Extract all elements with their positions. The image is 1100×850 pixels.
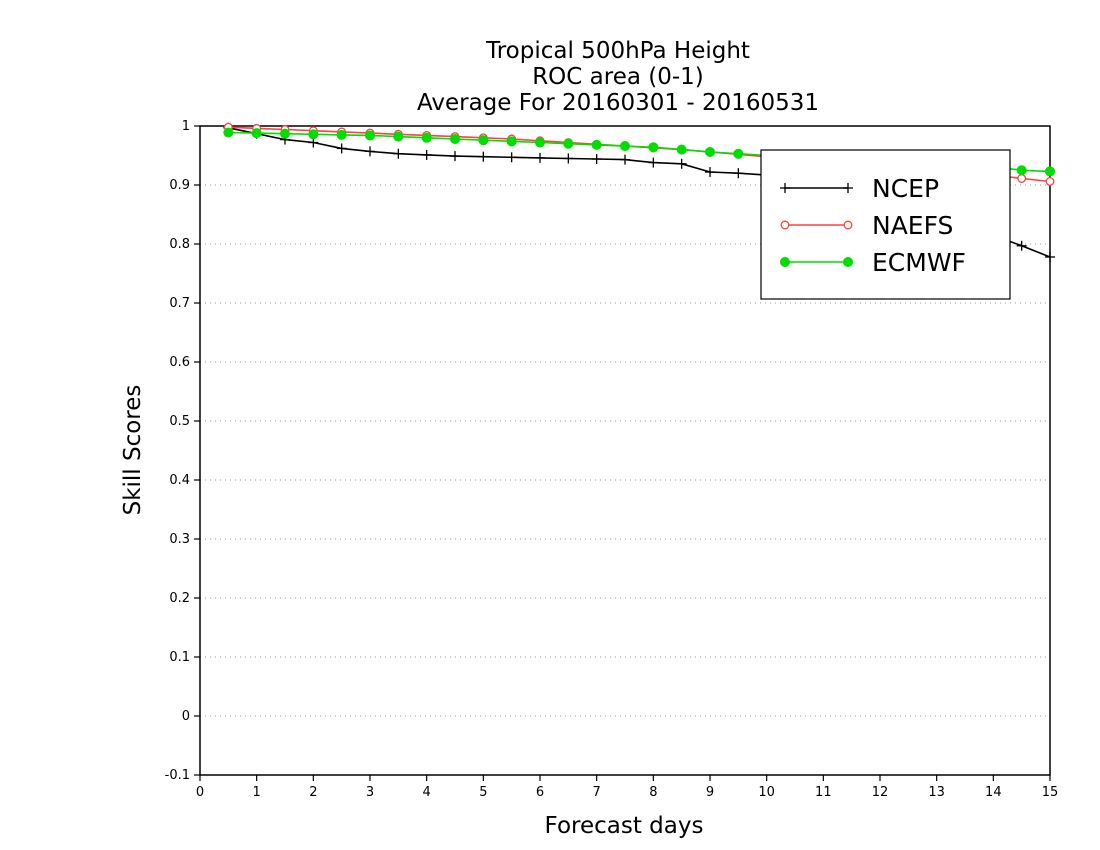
x-tick-label: 5 [479, 785, 487, 800]
data-point-ecmwf [365, 130, 375, 141]
data-point-ecmwf [733, 148, 744, 159]
data-point-ecmwf [591, 139, 602, 150]
data-point-ncep [336, 143, 347, 154]
data-point-ecmwf [620, 141, 630, 152]
data-point-ecmwf [251, 128, 262, 139]
legend-marker-ecmwf [780, 257, 790, 267]
data-point-ncep [1045, 251, 1055, 262]
data-point-ncep [563, 153, 574, 164]
chart-title: Tropical 500hPa Height ROC area (0-1) Av… [417, 38, 819, 116]
x-tick-label: 8 [649, 785, 657, 800]
x-tick-label: 10 [758, 785, 775, 800]
y-tick-label: 1 [182, 119, 190, 134]
data-point-ecmwf [280, 128, 290, 139]
legend-label-ecmwf: ECMWF [872, 248, 966, 277]
data-point-ncep [478, 151, 489, 162]
data-point-ecmwf [393, 131, 404, 142]
data-point-ecmwf [336, 129, 347, 140]
x-tick-label: 2 [309, 785, 317, 800]
y-tick-label: 0.1 [169, 650, 190, 665]
x-tick-label: 1 [253, 785, 261, 800]
x-tick-label: 15 [1042, 785, 1059, 800]
data-point-ecmwf [421, 132, 432, 143]
data-point-ncep [450, 151, 460, 162]
legend-label-naefs: NAEFS [872, 211, 953, 240]
x-tick-label: 3 [366, 785, 374, 800]
legend-label-ncep: NCEP [872, 174, 939, 203]
plot-frame [199, 125, 1051, 776]
y-tick-label: 0.6 [169, 355, 190, 370]
data-point-ecmwf [450, 133, 460, 144]
data-point-ecmwf [478, 135, 489, 146]
title-line-1: Tropical 500hPa Height [485, 38, 750, 64]
axis-ticks: -0.100.10.20.30.40.50.60.70.80.910 1 2 3 4 5 6… [165, 119, 1059, 800]
legend: NCEP NAEFS ECMWF [760, 149, 1011, 300]
data-point-ncep [535, 152, 545, 163]
x-tick-label: 6 [536, 785, 544, 800]
legend-marker-naefs [843, 220, 853, 230]
data-point-ecmwf [563, 138, 574, 149]
data-point-ncep [393, 148, 404, 159]
legend-marker-ncep [780, 183, 790, 193]
x-axis-label: Forecast days [545, 813, 704, 839]
data-point-ecmwf [223, 127, 234, 138]
y-tick-label: 0.9 [169, 178, 190, 193]
legend-marker-naefs [780, 220, 790, 230]
data-point-ecmwf [1016, 165, 1027, 176]
x-tick-label: 12 [872, 785, 889, 800]
y-tick-label: 0.8 [169, 237, 190, 252]
data-point-ncep [506, 152, 517, 163]
x-tick-label: 9 [706, 785, 714, 800]
data-point-naefs [1017, 174, 1027, 183]
legend-item-naefs: NAEFS [780, 211, 953, 240]
data-point-ecmwf [705, 146, 715, 157]
y-tick-label: -0.1 [165, 768, 190, 783]
data-point-ncep [648, 157, 659, 168]
data-point-ecmwf [506, 136, 517, 147]
x-tick-label: 13 [928, 785, 945, 800]
x-tick-label: 7 [593, 785, 601, 800]
x-tick-label: 0 [196, 785, 204, 800]
grid-lines [200, 184, 1050, 717]
data-point-ecmwf [676, 144, 687, 155]
data-point-ncep [733, 168, 744, 179]
data-point-ncep [676, 158, 687, 169]
data-point-ncep [705, 167, 715, 178]
data-point-ecmwf [308, 129, 319, 140]
data-point-ncep [620, 154, 630, 165]
data-point-ecmwf [535, 137, 545, 148]
title-line-3: Average For 20160301 - 20160531 [417, 90, 819, 116]
x-tick-label: 11 [815, 785, 832, 800]
legend-item-ncep: NCEP [780, 174, 939, 203]
y-tick-label: 0.5 [169, 414, 190, 429]
x-tick-label: 4 [423, 785, 431, 800]
y-tick-label: 0.2 [169, 591, 190, 606]
title-line-2: ROC area (0-1) [532, 64, 704, 90]
data-point-ncep [1016, 240, 1027, 251]
data-point-naefs [1045, 177, 1055, 186]
data-point-ecmwf [648, 142, 659, 153]
legend-item-ecmwf: ECMWF [780, 248, 966, 277]
y-axis-label: Skill Scores [120, 385, 146, 516]
legend-marker-ecmwf [843, 257, 853, 267]
y-tick-label: 0.7 [169, 296, 190, 311]
x-tick-label: 14 [985, 785, 1002, 800]
data-point-ecmwf [1045, 166, 1055, 177]
data-point-ncep [421, 149, 432, 160]
y-tick-label: 0.3 [169, 532, 190, 547]
data-point-ncep [365, 146, 375, 157]
data-point-ncep [591, 154, 602, 165]
y-tick-label: 0 [182, 709, 190, 724]
y-tick-label: 0.4 [169, 473, 190, 488]
legend-marker-ncep [843, 183, 853, 193]
